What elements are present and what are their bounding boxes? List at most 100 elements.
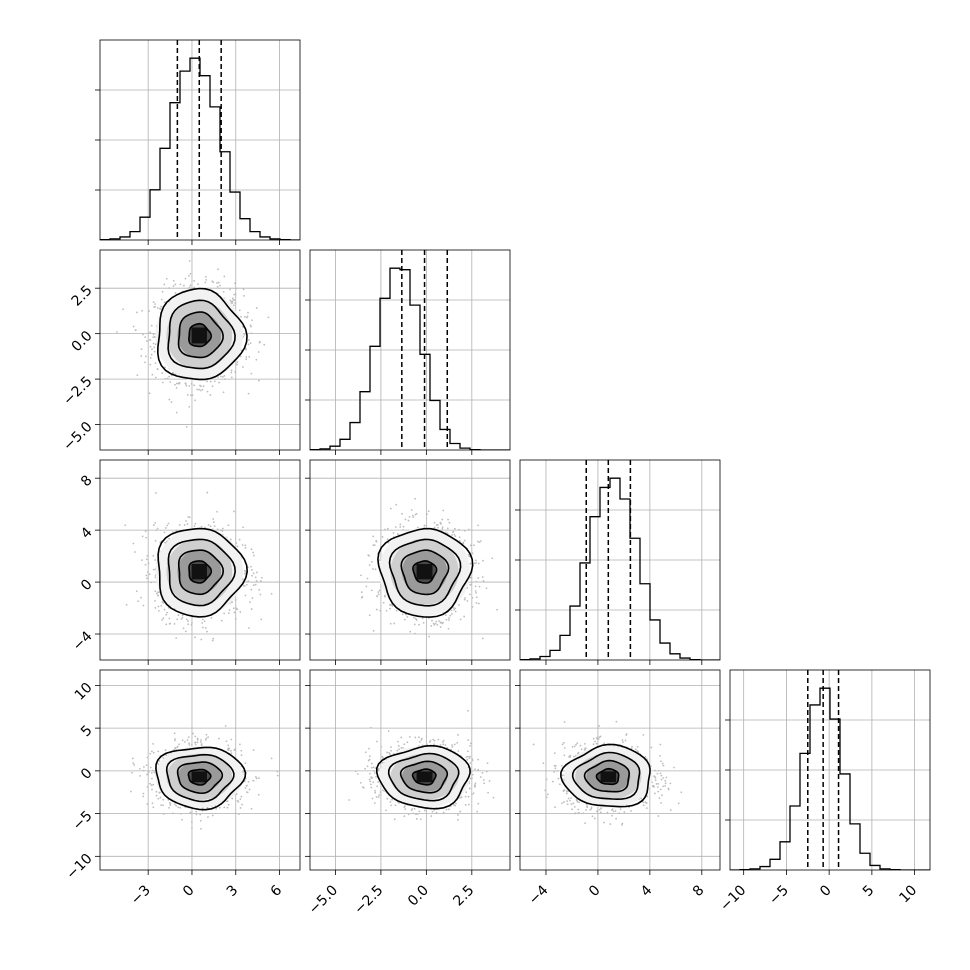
scatter-point bbox=[250, 548, 253, 551]
scatter-point bbox=[211, 385, 214, 388]
scatter-point bbox=[391, 605, 394, 607]
scatter-point bbox=[481, 772, 484, 774]
scatter-point bbox=[650, 746, 653, 749]
scatter-point bbox=[420, 737, 423, 740]
scatter-point bbox=[435, 811, 438, 814]
scatter-point bbox=[180, 617, 183, 620]
scatter-point bbox=[223, 806, 226, 809]
scatter-point bbox=[172, 285, 175, 287]
scatter-point bbox=[398, 802, 400, 804]
scatter-point bbox=[221, 530, 224, 532]
scatter-point bbox=[468, 555, 471, 558]
scatter-point bbox=[221, 375, 224, 378]
scatter-point bbox=[152, 333, 155, 336]
scatter-point bbox=[462, 541, 465, 544]
scatter-point bbox=[157, 797, 160, 800]
scatter-point bbox=[188, 744, 191, 746]
scatter-point bbox=[478, 602, 480, 605]
scatter-point bbox=[141, 559, 143, 562]
scatter-point bbox=[439, 744, 442, 746]
scatter-point bbox=[133, 764, 136, 766]
scatter-point bbox=[464, 597, 466, 599]
scatter-point bbox=[612, 810, 615, 813]
scatter-point bbox=[356, 773, 359, 775]
scatter-point bbox=[150, 784, 153, 786]
scatter-point bbox=[252, 779, 255, 782]
scatter-point bbox=[142, 769, 145, 772]
scatter-point bbox=[360, 591, 363, 594]
scatter-point bbox=[250, 565, 252, 568]
scatter-point bbox=[401, 512, 403, 515]
contour-line bbox=[177, 311, 224, 359]
scatter-point bbox=[386, 751, 388, 754]
panel-1-0: −5.0 −2.5 0.0 2.5 bbox=[60, 249, 301, 455]
scatter-point bbox=[368, 758, 371, 761]
scatter-point bbox=[172, 279, 175, 282]
scatter-point bbox=[574, 812, 577, 815]
scatter-point bbox=[373, 770, 375, 772]
scatter-point bbox=[116, 330, 118, 333]
scatter-point bbox=[185, 520, 187, 522]
scatter-point bbox=[571, 745, 574, 748]
scatter-point bbox=[149, 331, 151, 334]
scatter-point bbox=[203, 620, 206, 623]
scatter-point bbox=[152, 751, 155, 754]
scatter-point bbox=[200, 739, 202, 741]
scatter-point bbox=[250, 372, 253, 375]
scatter-point bbox=[591, 815, 594, 818]
scatter-point bbox=[442, 509, 445, 512]
scatter-point bbox=[473, 562, 476, 565]
scatter-point bbox=[170, 401, 173, 404]
scatter-point bbox=[234, 599, 237, 601]
scatter-point bbox=[451, 744, 453, 746]
histogram bbox=[520, 477, 720, 660]
scatter-point bbox=[372, 544, 375, 547]
scatter-point bbox=[545, 796, 548, 799]
scatter-point bbox=[432, 738, 435, 741]
scatter-point bbox=[580, 748, 583, 751]
panel-2-0: −4 0 4 8 bbox=[70, 459, 301, 665]
scatter-point bbox=[190, 821, 193, 823]
scatter-point bbox=[157, 750, 160, 753]
scatter-point bbox=[232, 304, 235, 307]
scatter-point bbox=[142, 795, 145, 798]
scatter-point bbox=[148, 392, 151, 395]
scatter-point bbox=[188, 260, 191, 262]
scatter-point bbox=[154, 599, 156, 602]
scatter-point bbox=[441, 518, 444, 521]
scatter-point bbox=[389, 507, 392, 510]
scatter-point bbox=[389, 622, 392, 625]
scatter-point bbox=[231, 302, 233, 305]
scatter-point bbox=[471, 597, 474, 599]
scatter-point bbox=[211, 639, 214, 642]
scatter-point bbox=[230, 750, 232, 752]
scatter-point bbox=[454, 535, 457, 538]
scatter-point bbox=[179, 283, 182, 286]
scatter-point bbox=[152, 783, 155, 786]
scatter-point bbox=[152, 524, 155, 526]
scatter-point bbox=[400, 736, 403, 739]
scatter-point bbox=[227, 744, 230, 747]
scatter-point bbox=[152, 342, 155, 345]
scatter-point bbox=[132, 762, 135, 765]
scatter-point bbox=[657, 769, 660, 772]
scatter-point bbox=[196, 741, 199, 744]
scatter-point bbox=[244, 594, 247, 597]
scatter-point bbox=[267, 316, 270, 319]
scatter-point bbox=[444, 614, 447, 616]
scatter-point bbox=[183, 741, 186, 743]
panel-frame bbox=[729, 669, 931, 871]
scatter-point bbox=[475, 562, 478, 564]
density-peak bbox=[600, 771, 617, 783]
scatter-point bbox=[583, 743, 586, 745]
scatter-point bbox=[454, 610, 457, 613]
scatter-point bbox=[172, 812, 175, 815]
scatter-point bbox=[202, 385, 205, 388]
scatter-point bbox=[440, 523, 442, 525]
scatter-point bbox=[189, 284, 192, 287]
scatter-point bbox=[210, 617, 213, 619]
scatter-point bbox=[152, 336, 155, 339]
scatter-point bbox=[161, 618, 163, 621]
scatter-point bbox=[475, 602, 478, 604]
scatter-point bbox=[369, 780, 372, 783]
